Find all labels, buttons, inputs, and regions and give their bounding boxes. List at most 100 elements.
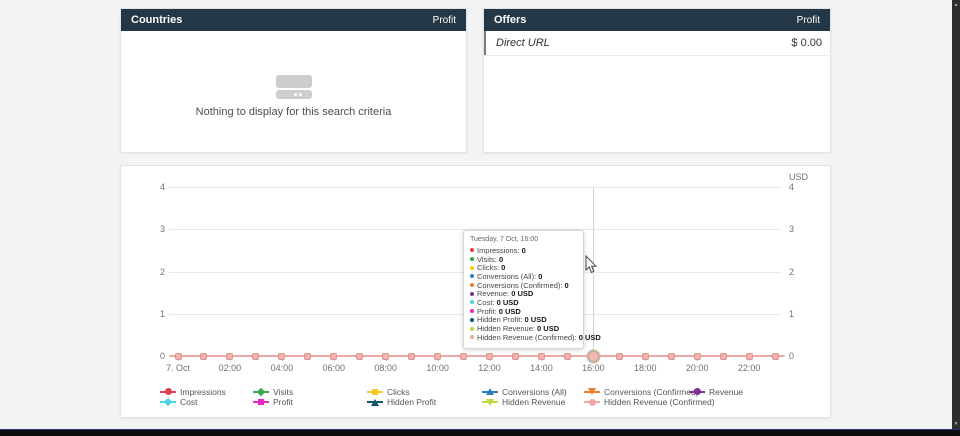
tooltip-metric-text: Conversions (Confirmed): 0 [477, 280, 569, 290]
y-axis-label-left: 0 [159, 351, 165, 361]
x-axis-label: 14:00 [530, 363, 553, 373]
no-data-icon [275, 75, 312, 99]
tooltip-metric-text: Profit: 0 USD [477, 306, 521, 316]
y-axis-label-right: 1 [789, 308, 795, 319]
tooltip-row: Cost: 0 USD [470, 298, 577, 307]
data-point-marker[interactable] [719, 352, 727, 360]
tooltip-row: Conversions (Confirmed): 0 [470, 281, 577, 290]
data-point-marker[interactable] [771, 352, 779, 360]
data-point-marker[interactable] [486, 352, 494, 360]
legend-label: Impressions [180, 386, 226, 397]
tooltip-row: Hidden Profit: 0 USD [470, 315, 577, 325]
tooltip-series-bullet [470, 274, 474, 279]
window-bottom-edge [0, 429, 960, 436]
tooltip-series-bullet [470, 335, 474, 340]
data-point-marker[interactable] [537, 352, 545, 360]
legend-label: Profit [273, 397, 293, 407]
x-axis-label: 06:00 [322, 363, 346, 373]
data-point-marker[interactable] [511, 352, 519, 360]
legend-diamond-icon [253, 387, 269, 396]
y-axis-unit-label: USD [789, 172, 809, 182]
legend-square-icon [253, 398, 269, 406]
tooltip-row: Hidden Revenue (Confirmed): 0 USD [470, 333, 601, 342]
legend-item[interactable]: Conversions (Confirmed) [584, 387, 698, 397]
data-point-marker[interactable] [330, 352, 338, 360]
countries-empty-state: Nothing to display for this search crite… [121, 31, 466, 118]
data-point-marker[interactable] [226, 352, 234, 360]
legend-circle-icon [160, 388, 176, 396]
data-point-marker[interactable] [693, 352, 701, 360]
legend-triangle-down-icon [482, 398, 498, 406]
legend-item[interactable]: Cost [160, 397, 198, 407]
scroll-up-icon[interactable]: ▲ [953, 2, 959, 8]
data-point-marker[interactable] [563, 352, 571, 360]
tooltip-series-bullet [470, 257, 474, 262]
x-axis-label: 22:00 [737, 363, 761, 373]
data-point-marker[interactable] [174, 352, 182, 360]
offer-name[interactable]: Direct URL [496, 37, 550, 49]
data-point-marker[interactable] [641, 352, 649, 360]
tooltip-metric-text: Revenue: 0 USD [477, 289, 534, 299]
offers-panel: Offers Profit Direct URL $ 0.00 [483, 8, 831, 153]
countries-panel-title: Countries [131, 14, 183, 26]
legend-item[interactable]: Revenue [689, 386, 744, 397]
legend-square-icon [367, 388, 383, 396]
y-axis-label-left: 3 [159, 224, 165, 235]
legend-triangle-icon [367, 398, 383, 406]
data-point-marker[interactable] [667, 352, 675, 360]
tooltip-series-bullet [470, 326, 474, 331]
data-point-marker[interactable] [252, 352, 260, 360]
legend-item[interactable]: Hidden Profit [367, 397, 436, 407]
x-axis-label: 7. Oct [165, 363, 190, 373]
legend-circle-icon [584, 398, 600, 406]
legend-item[interactable]: Hidden Revenue (Confirmed) [584, 397, 715, 407]
tooltip-row: Revenue: 0 USD [470, 289, 577, 298]
offer-row[interactable]: Direct URL $ 0.00 [484, 31, 830, 56]
tooltip-metric-text: Cost: 0 USD [477, 297, 519, 307]
gridline [169, 229, 782, 231]
legend-triangle-down-icon [584, 388, 600, 396]
legend-label: Revenue [709, 386, 744, 397]
offers-panel-title: Offers [494, 14, 527, 26]
data-point-marker[interactable] [408, 352, 416, 360]
x-axis-label: 20:00 [685, 363, 709, 373]
gridline [169, 187, 782, 188]
legend-circle-icon [689, 388, 705, 396]
tooltip-series-bullet [470, 300, 474, 305]
data-point-marker[interactable] [460, 352, 468, 360]
data-point-marker[interactable] [200, 352, 208, 360]
legend-triangle-icon [482, 388, 498, 396]
countries-panel-header: Countries Profit [121, 9, 466, 31]
y-axis-label-right: 0 [789, 351, 795, 361]
tooltip-metric-text: Hidden Profit: 0 USD [477, 315, 547, 325]
y-axis-label-right: 2 [789, 266, 795, 277]
data-point-marker[interactable] [278, 352, 286, 360]
legend-item[interactable]: Profit [253, 397, 293, 407]
data-point-marker[interactable] [615, 352, 623, 360]
x-axis-label: 18:00 [634, 363, 657, 373]
data-point-marker[interactable] [745, 352, 753, 360]
legend-item[interactable]: Clicks [367, 387, 410, 397]
data-point-marker[interactable] [382, 352, 390, 360]
tooltip-row: Conversions (All): 0 [470, 272, 577, 281]
tooltip-metric-text: Hidden Revenue (Confirmed): 0 USD [477, 332, 601, 342]
tooltip-metric-text: Visits: 0 [477, 254, 504, 264]
scroll-down-icon[interactable]: ▼ [953, 421, 959, 427]
legend-item[interactable]: Visits [253, 387, 293, 397]
tooltip-items: Impressions: 0 Visits: 0 Clicks: 0 Conversi… [470, 246, 601, 342]
tooltip-row: Impressions: 0 [470, 246, 577, 255]
x-axis-line [169, 355, 785, 357]
scrollbar[interactable]: ▲ ▼ [952, 0, 960, 429]
data-point-marker[interactable] [356, 352, 364, 360]
chart-tooltip: Tuesday, 7 Oct, 16:00 Impressions: 0 Visi… [463, 230, 601, 349]
legend-item[interactable]: Impressions [160, 386, 226, 397]
legend-item[interactable]: Conversions (All) [482, 386, 567, 397]
x-axis-label: 10:00 [426, 363, 449, 373]
data-point-marker[interactable] [304, 352, 312, 360]
legend-label: Cost [180, 397, 198, 407]
data-point-marker[interactable] [434, 352, 442, 360]
legend-item[interactable]: Hidden Revenue [482, 397, 565, 407]
legend-label: Conversions (All) [502, 386, 567, 397]
hovered-point-marker[interactable] [586, 349, 600, 363]
